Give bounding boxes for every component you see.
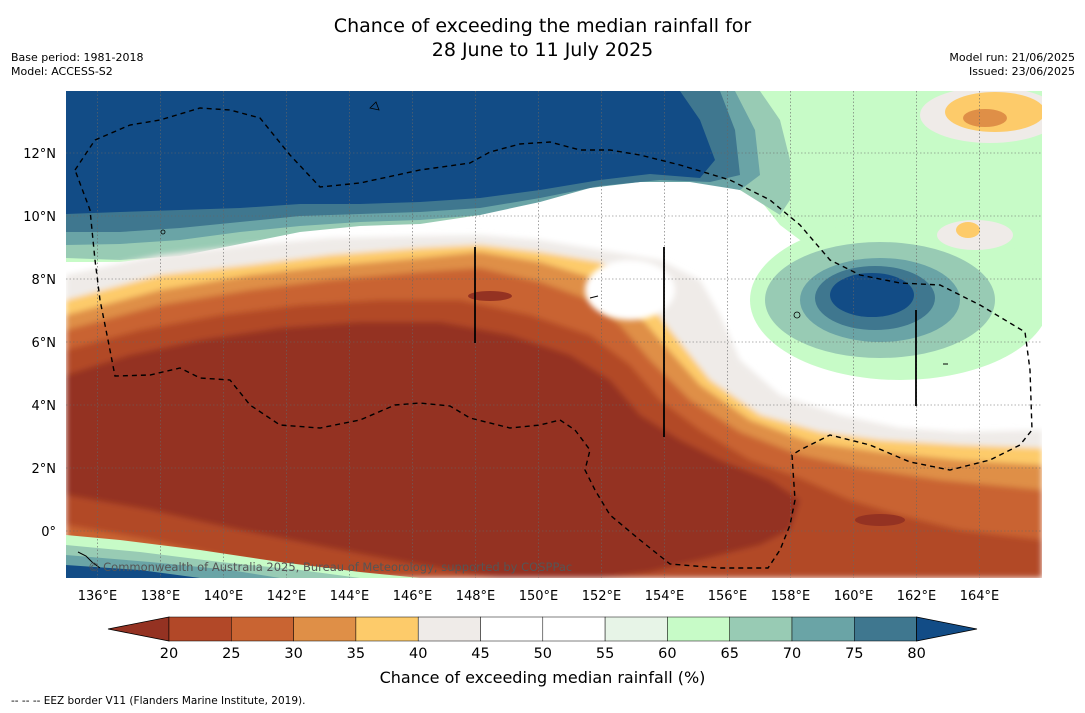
- lon-tick-label: 146°E: [393, 589, 433, 604]
- east-wet-blue: [830, 273, 914, 317]
- lon-tick-label: 138°E: [141, 589, 181, 604]
- colorbar-tick-label: 45: [471, 646, 489, 662]
- island-4: [77, 551, 101, 569]
- lon-tick-label: 156°E: [708, 589, 748, 604]
- title-line-2: 28 June to 11 July 2025: [431, 39, 654, 61]
- island-2: [793, 311, 801, 319]
- colorbar-segment: [480, 616, 544, 642]
- lon-tick-label: 162°E: [897, 589, 937, 604]
- colorbar: 20 25 30 35 40 45 50 55 60 65 70 75 80: [107, 616, 978, 662]
- ne-dry-orange: [963, 109, 1007, 127]
- colorbar-segment: [604, 616, 668, 642]
- lat-tick-label: 8°N: [32, 273, 57, 288]
- colorbar-tick-label: 55: [596, 646, 614, 662]
- lon-tick-label: 150°E: [519, 589, 559, 604]
- colorbar-segment: [791, 616, 855, 642]
- base-period: Base period: 1981-2018: [11, 51, 144, 64]
- island-5: [589, 295, 599, 299]
- neutral-gap: [585, 260, 675, 320]
- issued-date: Issued: 23/06/2025: [968, 65, 1075, 78]
- colorbar-segment: [417, 616, 481, 642]
- dry-band: [66, 235, 1042, 578]
- ne-dry-yellow-2: [956, 222, 980, 238]
- colorbar-tick-label: 60: [658, 646, 676, 662]
- island-1: [369, 101, 380, 111]
- colorbar-tick-label: 30: [284, 646, 302, 662]
- chart-title: Chance of exceeding the median rainfall …: [0, 14, 1085, 62]
- lon-tick-label: 160°E: [834, 589, 874, 604]
- colorbar-segment: [542, 616, 606, 642]
- model-name: Model: ACCESS-S2: [11, 65, 113, 78]
- band-north-blue: [66, 91, 715, 214]
- lat-tick-label: 4°N: [32, 399, 57, 414]
- lon-tick-label: 136°E: [78, 589, 118, 604]
- lat-tick-label: 2°N: [32, 462, 57, 477]
- dry-band-darkred: [66, 322, 800, 578]
- lon-tick-label: 144°E: [330, 589, 370, 604]
- colorbar-segment: [293, 616, 357, 642]
- eez-footnote: -- -- -- EEZ border V11 (Flanders Marine…: [11, 695, 306, 707]
- colorbar-tick-label: 20: [160, 646, 178, 662]
- copyright-text: © Commonwealth of Australia 2025, Bureau…: [88, 560, 572, 574]
- lat-tick-label: 10°N: [23, 210, 56, 225]
- rainfall-field: © Commonwealth of Australia 2025, Bureau…: [66, 91, 1042, 578]
- colorbar-extend-high: [916, 616, 978, 642]
- lon-tick-label: 154°E: [645, 589, 685, 604]
- colorbar-tick-label: 80: [907, 646, 925, 662]
- lat-tick-label: 12°N: [23, 147, 56, 162]
- lon-tick-label: 148°E: [456, 589, 496, 604]
- colorbar-extend-low: [107, 616, 170, 642]
- lon-tick-label: 158°E: [771, 589, 811, 604]
- colorbar-tick-label: 35: [347, 646, 365, 662]
- dry-spot-1: [468, 291, 512, 301]
- title-line-1: Chance of exceeding the median rainfall …: [333, 15, 752, 37]
- longitude-labels: 136°E 138°E 140°E 142°E 144°E 146°E 148°E 150°E…: [78, 589, 1000, 604]
- colorbar-segment: [355, 616, 419, 642]
- colorbar-tick-label: 65: [720, 646, 738, 662]
- colorbar-tick-label: 50: [534, 646, 552, 662]
- lon-tick-label: 140°E: [204, 589, 244, 604]
- colorbar-tick-label: 75: [845, 646, 863, 662]
- lat-tick-label: 6°N: [32, 336, 57, 351]
- lon-tick-label: 142°E: [267, 589, 307, 604]
- colorbar-tick-label: 25: [222, 646, 240, 662]
- island-3: [160, 229, 166, 235]
- graticule: [66, 91, 1042, 578]
- colorbar-segment: [231, 616, 294, 642]
- colorbar-label: Chance of exceeding median rainfall (%): [379, 668, 706, 687]
- meta-left: Base period: 1981-2018 Model: ACCESS-S2: [11, 51, 143, 79]
- lat-tick-label: 0°: [41, 525, 56, 540]
- meta-right: Model run: 21/06/2025 Issued: 23/06/2025: [949, 51, 1075, 79]
- latitude-labels: 12°N 10°N 8°N 6°N 4°N 2°N 0°: [23, 147, 56, 540]
- colorbar-tick-label: 40: [409, 646, 427, 662]
- lon-tick-label: 164°E: [960, 589, 1000, 604]
- colorbar-segment: [168, 616, 232, 642]
- dry-spot-2: [855, 514, 905, 526]
- colorbar-segment: [854, 616, 917, 642]
- colorbar-segment: [667, 616, 730, 642]
- colorbar-tick-label: 70: [783, 646, 801, 662]
- lon-tick-label: 152°E: [582, 589, 622, 604]
- model-run: Model run: 21/06/2025: [949, 51, 1075, 64]
- eez-border: [74, 107, 1033, 569]
- colorbar-segment: [729, 616, 793, 642]
